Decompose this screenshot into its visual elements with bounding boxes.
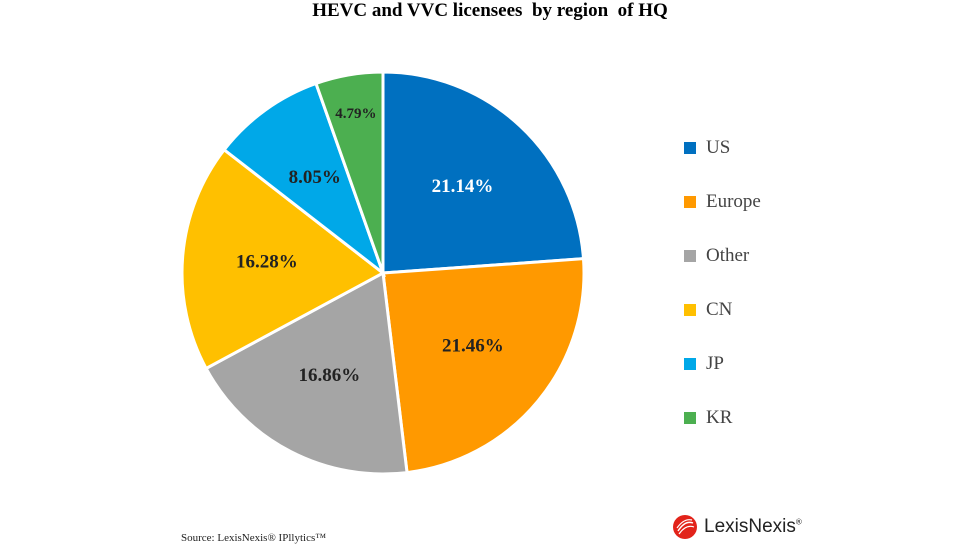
lexisnexis-logo-icon <box>673 515 697 539</box>
legend-label-other: Other <box>706 245 750 266</box>
legend-swatch-us <box>684 142 696 154</box>
pie-slice-jp <box>222 81 387 278</box>
legend-item-other: Other <box>684 229 761 283</box>
pie-slice-cn <box>180 147 386 371</box>
pie-label-europe: 21.46% <box>442 336 504 357</box>
pie-label-jp: 8.05% <box>289 167 341 188</box>
pie-label-us: 21.14% <box>432 176 494 197</box>
lexisnexis-logo: LexisNexis® <box>672 514 802 540</box>
legend-swatch-kr <box>684 412 696 424</box>
legend-item-cn: CN <box>684 283 761 337</box>
chart-title: HEVC and VVC licensees by region of HQ <box>312 0 668 21</box>
lexisnexis-logo-text: LexisNexis® <box>704 516 802 537</box>
legend-swatch-jp <box>684 358 696 370</box>
legend-label-us: US <box>706 137 731 158</box>
legend: US Europe Other CN JP KR <box>684 121 761 445</box>
legend-item-europe: Europe <box>684 175 761 229</box>
legend-swatch-cn <box>684 304 696 316</box>
pie-label-other: 16.86% <box>298 365 360 386</box>
source-note: Source: LexisNexis® IPllytics™ <box>181 532 327 544</box>
pie-label-cn: 16.28% <box>236 252 298 273</box>
legend-label-kr: KR <box>706 407 733 428</box>
pie-slice-other <box>204 270 409 476</box>
pie-label-kr: 4.79% <box>335 106 376 122</box>
pie-slice-europe <box>381 257 586 475</box>
legend-label-europe: Europe <box>706 191 761 212</box>
legend-item-kr: KR <box>684 391 761 445</box>
legend-label-jp: JP <box>706 353 724 374</box>
pie-slice-us <box>381 70 586 275</box>
legend-item-jp: JP <box>684 337 761 391</box>
legend-item-us: US <box>684 121 761 175</box>
legend-label-cn: CN <box>706 299 733 320</box>
pie-slice-kr <box>314 70 385 274</box>
legend-swatch-europe <box>684 196 696 208</box>
legend-swatch-other <box>684 250 696 262</box>
